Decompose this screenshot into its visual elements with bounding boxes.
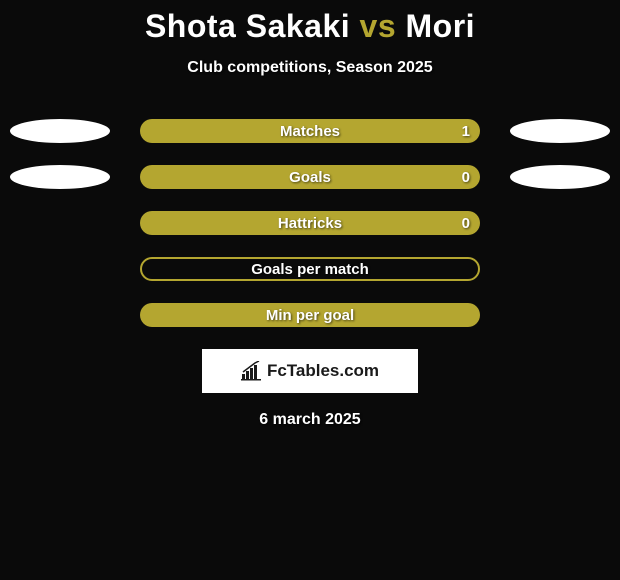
- stat-row: Min per goal: [0, 303, 620, 327]
- chart-icon: [241, 361, 263, 381]
- brand-box: FcTables.com: [202, 349, 418, 393]
- date-text: 6 march 2025: [0, 411, 620, 429]
- stat-bar: Goals per match: [140, 257, 480, 281]
- stat-row: Hattricks 0: [0, 211, 620, 235]
- stat-bar: Matches 1: [140, 119, 480, 143]
- stat-label: Matches: [280, 123, 340, 140]
- stat-label: Hattricks: [278, 215, 342, 232]
- player1-ellipse: [10, 119, 110, 143]
- stat-row: Goals per match: [0, 257, 620, 281]
- stat-row: Goals 0: [0, 165, 620, 189]
- stat-value: 1: [462, 123, 470, 140]
- stat-bar: Hattricks 0: [140, 211, 480, 235]
- player2-name: Mori: [406, 8, 476, 44]
- vs-text: vs: [360, 8, 397, 44]
- stat-bar: Goals 0: [140, 165, 480, 189]
- stat-label: Goals: [289, 169, 331, 186]
- stat-value: 0: [462, 215, 470, 232]
- brand-text: FcTables.com: [267, 361, 379, 381]
- player1-ellipse: [10, 165, 110, 189]
- player2-ellipse: [510, 119, 610, 143]
- stat-bar: Min per goal: [140, 303, 480, 327]
- comparison-title: Shota Sakaki vs Mori: [0, 0, 620, 45]
- player2-ellipse: [510, 165, 610, 189]
- subtitle: Club competitions, Season 2025: [0, 59, 620, 77]
- stat-row: Matches 1: [0, 119, 620, 143]
- stat-label: Goals per match: [251, 261, 369, 278]
- stats-container: Matches 1 Goals 0 Hattricks 0 Goals per match M…: [0, 119, 620, 327]
- stat-label: Min per goal: [266, 307, 354, 324]
- stat-value: 0: [462, 169, 470, 186]
- player1-name: Shota Sakaki: [145, 8, 350, 44]
